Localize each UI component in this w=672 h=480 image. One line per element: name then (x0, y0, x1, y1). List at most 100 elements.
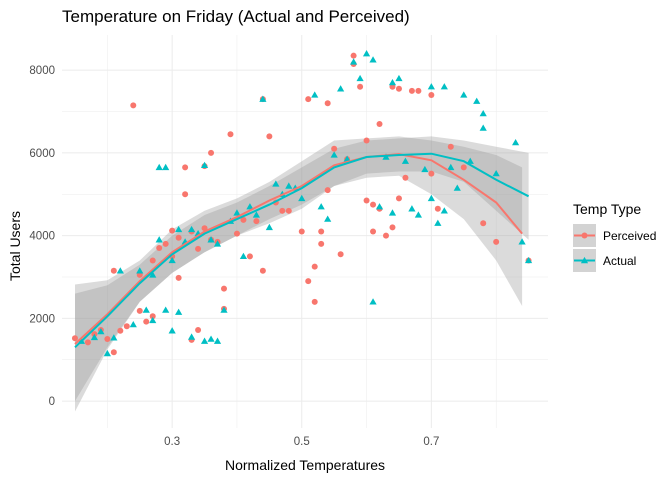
point-actual (343, 155, 351, 162)
point-actual (395, 74, 403, 82)
point-actual (524, 256, 533, 264)
point-perceived (285, 207, 292, 214)
point-perceived (259, 267, 266, 274)
point-perceived (117, 327, 124, 334)
point-actual (375, 203, 384, 210)
y-tick-label: 2000 (29, 313, 55, 325)
point-perceived (104, 336, 111, 343)
point-actual (440, 83, 448, 90)
point-actual (213, 240, 222, 247)
point-perceived (428, 170, 435, 177)
legend-title: Temp Type (573, 201, 641, 217)
point-actual (518, 238, 526, 245)
point-actual (460, 91, 468, 98)
point-perceived (395, 85, 402, 92)
y-tick-label: 8000 (29, 65, 55, 77)
trend-line-perceived (74, 153, 523, 345)
point-actual (142, 306, 150, 313)
point-perceived (246, 253, 253, 260)
point-actual (356, 74, 364, 82)
legend-label: Perceived (603, 229, 656, 243)
point-perceived (305, 96, 312, 103)
point-perceived (221, 285, 227, 292)
point-actual (337, 85, 345, 92)
point-perceived (318, 240, 325, 247)
confidence-bands (75, 136, 529, 412)
point-perceived (156, 245, 163, 252)
point-actual (440, 207, 448, 214)
point-perceived (395, 195, 402, 202)
legend-label: Actual (603, 254, 636, 268)
point-actual (466, 157, 474, 164)
point-actual (408, 205, 416, 212)
point-perceived (71, 335, 78, 342)
point-actual (265, 223, 273, 231)
confidence-band-actual (75, 136, 529, 402)
point-actual (388, 209, 397, 216)
point-actual (207, 335, 215, 342)
y-tick-label: 0 (49, 396, 55, 408)
legend-marker (581, 232, 588, 239)
trend-line-actual (74, 152, 530, 349)
legend-item-perceived: Perceived (573, 224, 656, 247)
point-actual (175, 308, 183, 315)
point-perceived (434, 205, 441, 212)
point-actual (136, 267, 144, 274)
point-perceived (208, 149, 215, 156)
point-actual (421, 165, 429, 173)
legend-marker (580, 256, 589, 264)
point-perceived (311, 298, 318, 305)
point-actual (285, 182, 293, 189)
y-tick-label: 6000 (29, 148, 55, 160)
point-actual (427, 194, 435, 202)
point-perceived (415, 87, 422, 94)
point-perceived (337, 251, 344, 258)
point-perceived (266, 133, 273, 140)
point-actual (239, 252, 248, 260)
point-actual (129, 320, 137, 328)
point-perceived (447, 143, 454, 150)
point-actual (200, 161, 209, 169)
trend-lines (74, 152, 530, 349)
point-actual (168, 327, 176, 334)
point-perceived (311, 263, 318, 270)
point-perceived (331, 145, 338, 152)
point-actual (369, 298, 377, 305)
data-points (71, 50, 533, 357)
point-perceived (175, 274, 182, 281)
legend: Temp Type Perceived Actual (573, 201, 656, 272)
point-actual (155, 163, 163, 171)
point-actual (401, 157, 410, 164)
point-perceived (318, 228, 325, 235)
point-perceived (233, 230, 240, 237)
point-actual (350, 58, 358, 65)
point-actual (369, 56, 377, 63)
point-perceived (201, 225, 208, 232)
point-perceived (169, 227, 176, 234)
point-actual (246, 203, 254, 210)
point-actual (90, 333, 98, 341)
point-perceived (402, 174, 409, 181)
point-perceived (149, 313, 156, 320)
x-tick-label: 0.7 (423, 436, 439, 448)
point-perceived (324, 100, 331, 107)
point-perceived (110, 267, 117, 274)
point-perceived (460, 164, 467, 171)
point-actual (317, 203, 325, 210)
point-actual (492, 169, 500, 177)
point-actual (149, 271, 157, 278)
point-actual (479, 110, 487, 117)
point-perceived (136, 307, 143, 314)
point-actual (116, 267, 124, 274)
point-actual (272, 180, 280, 187)
point-actual (330, 151, 338, 158)
point-actual (175, 225, 183, 233)
point-perceived (130, 102, 137, 109)
point-perceived (363, 137, 370, 144)
y-axis-ticks: 0 2000 4000 6000 8000 (29, 65, 55, 408)
point-perceived (493, 238, 500, 245)
point-actual (162, 306, 170, 313)
point-perceived (370, 201, 377, 208)
x-tick-label: 0.3 (164, 436, 180, 448)
